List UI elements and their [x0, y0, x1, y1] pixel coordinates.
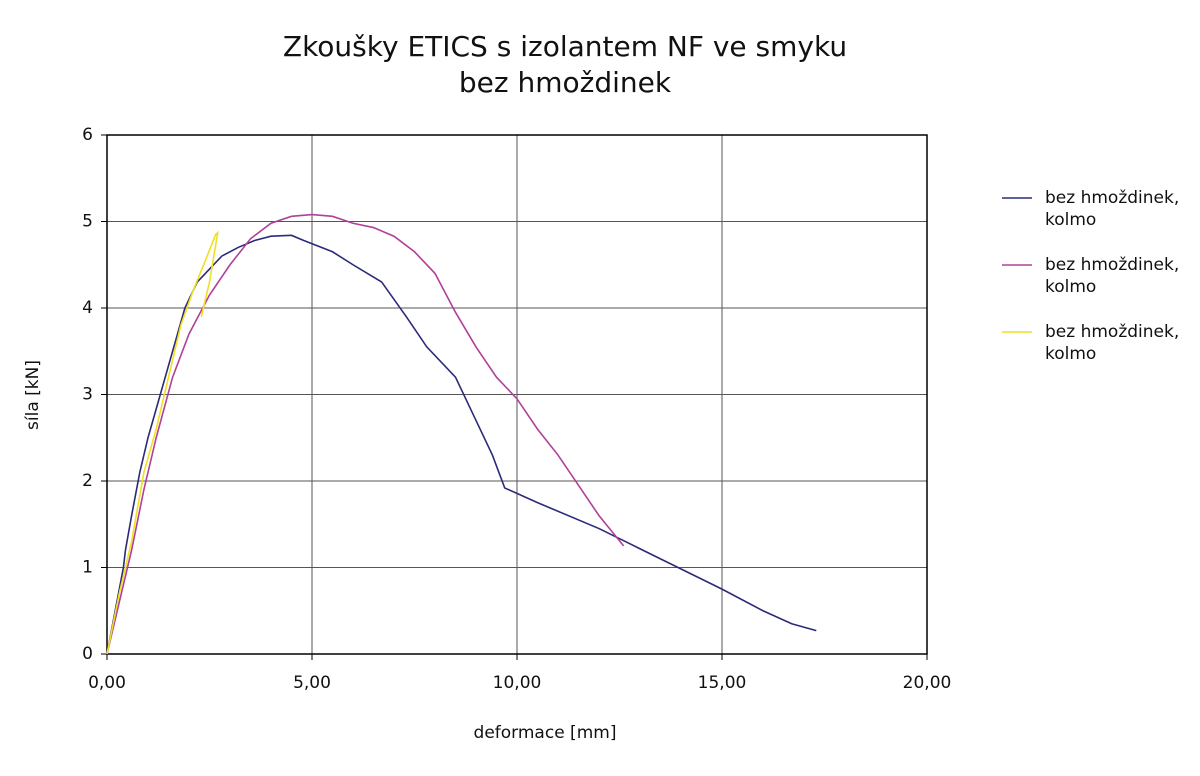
x-tick-label: 20,00 — [903, 673, 952, 693]
y-tick-label: 5 — [82, 212, 93, 232]
y-tick-label: 3 — [82, 385, 93, 405]
y-tick-label: 2 — [82, 471, 93, 491]
x-tick-label: 10,00 — [493, 673, 542, 693]
y-tick-label: 4 — [82, 298, 93, 318]
line — [106, 230, 219, 655]
chart-title: Zkoušky ETICS s izolantem NF ve smyku — [283, 30, 847, 63]
line — [106, 213, 625, 655]
chart-title: bez hmoždinek — [459, 66, 672, 99]
x-axis-label: deformace [mm] — [474, 723, 617, 743]
legend-label: bez hmoždinek, kolmo — [1045, 255, 1179, 297]
y-tick-label: 6 — [82, 125, 93, 145]
plot-frame — [106, 134, 928, 655]
legend-label: bez hmoždinek, kolmo — [1045, 322, 1179, 364]
y-tick-label: 0 — [82, 644, 93, 664]
x-tick-label: 15,00 — [698, 673, 747, 693]
legend-label: bez hmoždinek, kolmo — [1045, 188, 1179, 230]
y-tick-label: 1 — [82, 558, 93, 578]
x-tick-label: 0,00 — [88, 673, 126, 693]
y-axis-label: síla [kN] — [23, 360, 43, 430]
line — [106, 234, 817, 655]
x-tick-label: 5,00 — [293, 673, 331, 693]
